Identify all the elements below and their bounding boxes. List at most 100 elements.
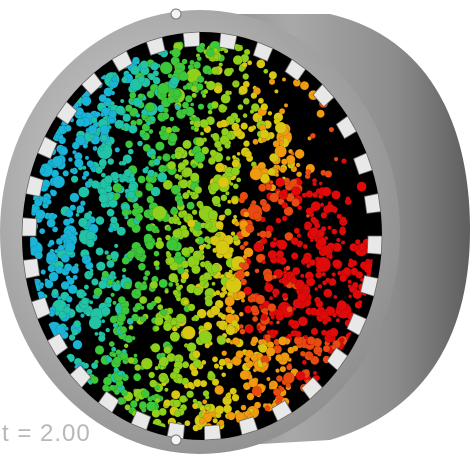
particle: [308, 259, 316, 267]
particle: [72, 149, 77, 155]
lifter-tooth: [21, 217, 38, 237]
particle: [199, 131, 205, 136]
particle: [299, 80, 310, 91]
particle: [80, 200, 86, 207]
particle: [187, 218, 196, 228]
particle: [294, 330, 302, 338]
particle: [220, 127, 229, 136]
particle: [238, 65, 245, 73]
particle: [219, 119, 228, 128]
particle: [252, 315, 259, 323]
particle: [92, 145, 98, 152]
particle: [137, 175, 146, 184]
particle: [62, 233, 68, 239]
particle: [100, 134, 108, 142]
particle: [47, 264, 56, 273]
particle: [158, 356, 170, 367]
particle: [65, 275, 71, 281]
particle: [306, 277, 316, 287]
particle: [331, 312, 338, 318]
lifter-tooth: [218, 32, 238, 51]
particle: [261, 201, 267, 207]
particle: [146, 302, 155, 311]
particle: [55, 237, 64, 246]
particle: [80, 313, 85, 318]
particle: [186, 342, 197, 353]
particle: [181, 325, 196, 340]
particle: [248, 377, 258, 388]
particle: [256, 59, 266, 69]
particle: [274, 89, 279, 94]
particle: [108, 384, 116, 391]
particle: [239, 191, 249, 201]
particle: [116, 226, 126, 236]
particle: [253, 211, 262, 220]
particle: [60, 281, 70, 290]
particle: [225, 271, 233, 279]
particle: [169, 76, 180, 86]
particle: [358, 242, 367, 252]
particle: [259, 230, 268, 239]
particle: [191, 209, 198, 216]
particle: [166, 160, 177, 171]
particle: [98, 280, 108, 290]
particle: [264, 405, 271, 412]
particle: [244, 150, 253, 159]
particle: [145, 241, 155, 250]
particle: [196, 56, 202, 62]
particle: [224, 208, 232, 216]
particle: [57, 296, 62, 301]
particle: [236, 177, 242, 183]
particle: [65, 241, 76, 253]
particle: [211, 195, 221, 205]
particle: [248, 408, 254, 413]
particle: [305, 207, 314, 216]
particle: [60, 253, 70, 263]
particle: [167, 95, 176, 104]
particle: [242, 113, 248, 119]
particle: [305, 190, 314, 198]
lifter-tooth: [22, 258, 41, 279]
particle: [358, 300, 363, 305]
lifter-tooth: [55, 101, 78, 125]
particle: [281, 201, 289, 209]
particle: [317, 284, 323, 289]
particle: [268, 71, 278, 80]
particle: [240, 404, 247, 411]
particle: [121, 76, 129, 84]
particle: [232, 55, 243, 66]
particle: [322, 280, 328, 286]
particle: [274, 121, 287, 134]
particle: [243, 140, 250, 148]
particle: [64, 326, 69, 331]
particle: [156, 172, 168, 183]
drum-interior: [22, 32, 382, 440]
particle: [50, 189, 58, 197]
particle: [214, 162, 225, 173]
particle: [278, 336, 288, 346]
particle: [256, 325, 261, 330]
particle: [110, 90, 116, 96]
particle: [272, 274, 278, 280]
particle: [151, 205, 167, 221]
particle: [314, 287, 319, 292]
particle: [233, 80, 238, 86]
particle: [132, 202, 140, 210]
particle: [224, 296, 235, 307]
particle: [284, 177, 290, 183]
particle: [238, 311, 244, 317]
particle: [133, 353, 138, 358]
particle: [112, 300, 117, 306]
lifter-tooth: [130, 410, 152, 431]
particle: [266, 330, 271, 335]
particle: [285, 265, 291, 271]
particle: [120, 306, 130, 315]
particle: [150, 342, 161, 353]
particle: [166, 226, 172, 232]
particle: [137, 75, 146, 84]
particle: [164, 234, 171, 241]
particle: [320, 225, 327, 232]
particle: [182, 139, 192, 150]
particle: [107, 226, 114, 233]
particle: [241, 61, 248, 68]
